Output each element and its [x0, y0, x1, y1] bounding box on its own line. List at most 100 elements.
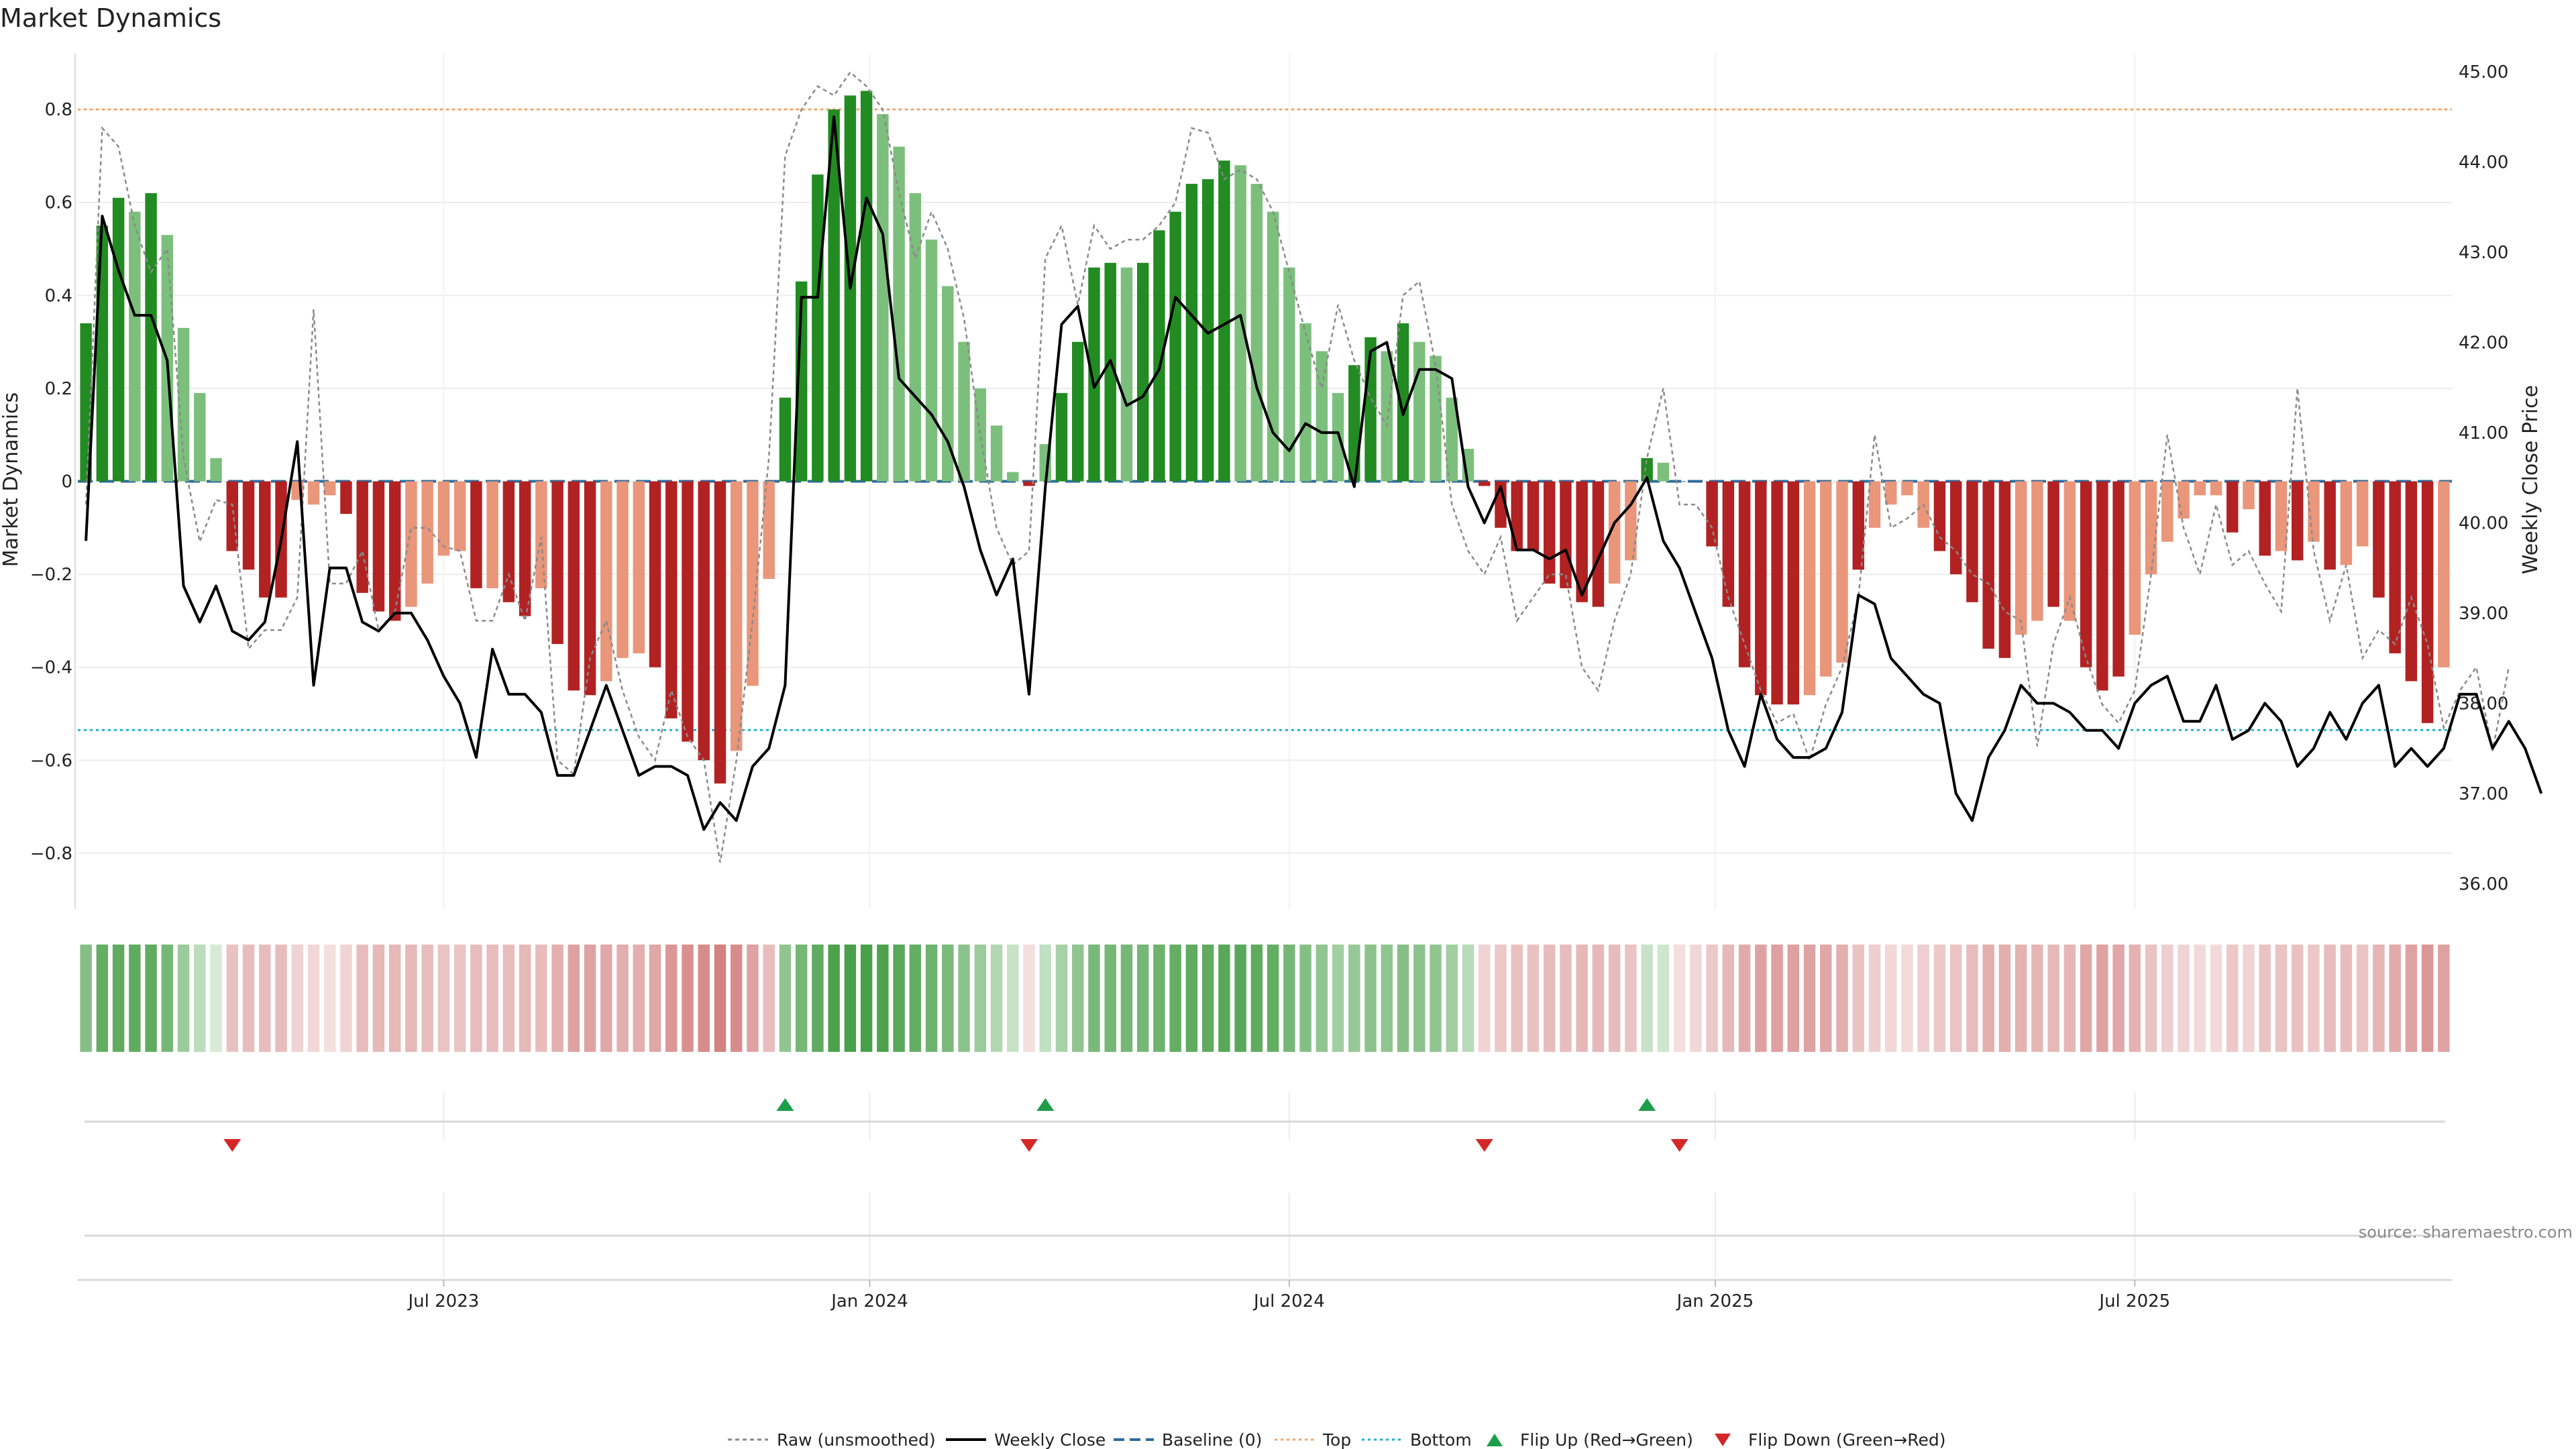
heat-strip-cell — [1153, 945, 1165, 1052]
heat-strip-cell — [437, 945, 450, 1052]
heat-strip-cell — [1543, 945, 1556, 1052]
market-dynamics-bar — [1738, 481, 1751, 667]
market-dynamics-bar — [1267, 211, 1279, 482]
legend-flip-down-icon — [1715, 1434, 1731, 1446]
y2-tick-label: 42.00 — [2459, 333, 2508, 353]
legend-flip-up: Flip Up (Red→Green) — [1487, 1430, 1693, 1449]
heat-strip-cell — [665, 945, 678, 1052]
market-dynamics-bar — [2373, 481, 2385, 598]
heat-strip-cell — [1169, 945, 1181, 1052]
heat-strip-cell — [2389, 945, 2401, 1052]
market-dynamics-bar — [2259, 481, 2271, 556]
heat-strip-cell — [2031, 945, 2043, 1052]
market-dynamics-bar — [1592, 481, 1605, 607]
heat-strip-cell — [1576, 945, 1588, 1052]
y-tick-label: −0.4 — [30, 658, 72, 678]
market-dynamics-bar — [1072, 341, 1084, 482]
y-tick-label: −0.8 — [30, 844, 72, 864]
market-dynamics-bar — [535, 481, 547, 588]
heat-strip-cell — [649, 945, 661, 1052]
weekly-close-line — [85, 115, 2543, 831]
heat-strip-cell — [1608, 945, 1621, 1052]
heat-strip-cell — [2340, 945, 2353, 1052]
market-dynamics-bar — [388, 481, 401, 621]
heat-strip-cell — [519, 945, 531, 1052]
market-dynamics-bar — [307, 481, 320, 505]
heat-strip-cell — [763, 945, 775, 1052]
heat-strip-cell — [958, 945, 970, 1052]
market-dynamics-bar — [1088, 267, 1100, 482]
legend-flip-up-label: Flip Up (Red→Green) — [1520, 1430, 1693, 1449]
market-dynamics-bar — [1218, 160, 1230, 482]
flip-up-marker — [1638, 1098, 1656, 1111]
heat-strip-cell — [340, 945, 352, 1052]
market-dynamics-bar — [1413, 341, 1426, 482]
market-dynamics-bar — [698, 481, 710, 761]
market-dynamics-bar — [1949, 481, 1962, 575]
y-tick-label: −0.6 — [30, 751, 72, 771]
market-dynamics-bar — [2324, 481, 2336, 570]
heat-strip-cell — [860, 945, 873, 1052]
heat-strip-cell — [795, 945, 808, 1052]
market-dynamics-bar — [1608, 481, 1621, 584]
market-dynamics-bar — [1153, 230, 1165, 482]
market-dynamics-bar — [1120, 267, 1133, 482]
heat-strip-cell — [1625, 945, 1637, 1052]
heat-strip-cell — [1462, 945, 1474, 1052]
market-dynamics-bar — [2096, 481, 2108, 691]
heat-strip-cell — [453, 945, 466, 1052]
heat-strip-cell — [1136, 945, 1149, 1052]
heat-strip-cell — [2194, 945, 2206, 1052]
heat-strip-cell — [1949, 945, 1962, 1052]
heat-strip-cell — [616, 945, 629, 1052]
heat-strip-cell — [242, 945, 255, 1052]
heat-strip-cell — [1933, 945, 1946, 1052]
heat-strip-cell — [2259, 945, 2271, 1052]
market-dynamics-bar — [1755, 481, 1767, 696]
heat-strip-cell — [1055, 945, 1068, 1052]
heat-strip-cell — [2161, 945, 2174, 1052]
market-dynamics-bar — [323, 481, 336, 496]
y-tick-label: 0.6 — [45, 193, 72, 213]
heat-strip-cell — [2112, 945, 2125, 1052]
y2-tick-label: 37.00 — [2459, 784, 2508, 804]
flip-markers — [85, 1098, 2445, 1237]
legend-bottom: Bottom — [1362, 1430, 1472, 1449]
heat-strip-cell — [2015, 945, 2027, 1052]
market-dynamics-bar — [2031, 481, 2043, 621]
heat-strip-cell — [388, 945, 401, 1052]
raw-line — [85, 70, 2510, 863]
heat-strip-cell — [893, 945, 905, 1052]
market-dynamics-bar — [1852, 481, 1864, 570]
heat-strip-cell — [1348, 945, 1360, 1052]
heat-strip-cell — [1885, 945, 1897, 1052]
heat-strip-cell — [2405, 945, 2418, 1052]
heat-strip-cell — [2421, 945, 2434, 1052]
market-dynamics-bar — [2389, 481, 2401, 653]
market-dynamics-bar — [1201, 179, 1214, 482]
heat-strip-cell — [812, 945, 824, 1052]
legend-flip-up-icon — [1487, 1434, 1503, 1446]
heat-strip-cell — [2373, 945, 2385, 1052]
heat-strip-cell — [909, 945, 922, 1052]
market-dynamics-bar — [1966, 481, 1978, 602]
heat-strip-cell — [2047, 945, 2059, 1052]
heat-strip-cell — [502, 945, 515, 1052]
market-dynamics-bar — [730, 481, 743, 751]
market-dynamics-bar — [682, 481, 694, 742]
heat-strip-cell — [568, 945, 580, 1052]
market-dynamics-bar — [1543, 481, 1556, 584]
line-series — [85, 70, 2543, 863]
market-dynamics-bar — [909, 193, 922, 482]
heat-strip-cell — [1072, 945, 1084, 1052]
market-dynamics-bar — [1007, 472, 1019, 482]
heat-strip-cell — [2324, 945, 2336, 1052]
heat-strip-cell — [1657, 945, 1670, 1052]
heat-strip-cell — [698, 945, 710, 1052]
market-dynamics-bar — [1055, 392, 1068, 482]
market-dynamics-bar — [990, 425, 1003, 482]
market-dynamics-bar — [2438, 481, 2450, 667]
y-axis-label: Market Dynamics — [0, 392, 23, 568]
market-dynamics-bar — [1234, 165, 1246, 482]
market-dynamics-bar — [502, 481, 515, 602]
